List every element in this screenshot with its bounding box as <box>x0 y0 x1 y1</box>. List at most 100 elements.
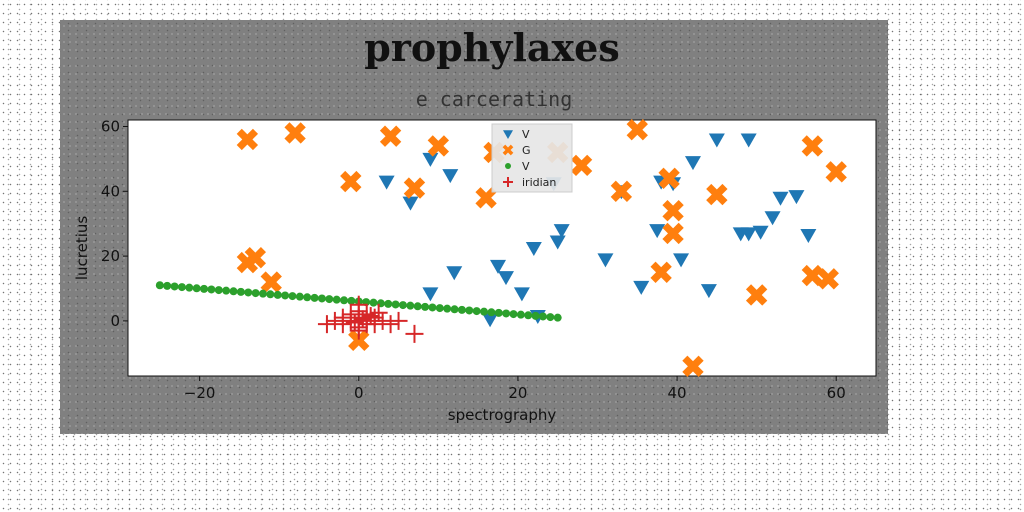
series-2-point <box>427 135 450 157</box>
series-1-point <box>700 284 717 299</box>
series-1-point <box>497 271 514 286</box>
series-3-point <box>369 298 378 307</box>
series-1-point <box>752 225 769 240</box>
series-3-point <box>325 295 334 304</box>
series-3-point <box>177 283 186 292</box>
series-4-point <box>389 311 408 330</box>
legend-label: V <box>522 160 530 173</box>
series-3-point <box>538 312 547 321</box>
series-3-point <box>185 283 194 292</box>
series-2-point <box>662 222 684 245</box>
series-4-point <box>349 295 368 314</box>
series-2-point <box>801 135 824 157</box>
series-1-point <box>549 235 566 250</box>
scatter-chart: prophylaxes e carcerating −20 0 20 40 60 0 20 4… <box>73 25 877 424</box>
legend-marker <box>503 130 513 139</box>
chart-title: prophylaxes <box>364 25 620 70</box>
series-4-point <box>341 305 360 324</box>
series-2-point <box>570 154 593 177</box>
series-3-point <box>502 309 511 318</box>
series-3-point <box>236 287 245 296</box>
series-3-point <box>421 302 430 311</box>
series-3-point <box>288 292 297 301</box>
series-2-point <box>284 122 306 144</box>
series-1-point <box>633 280 650 295</box>
axis-ticks: −20 0 20 40 60 0 20 40 60 <box>101 117 846 402</box>
legend-marker <box>503 177 513 187</box>
series-4-point <box>365 315 384 334</box>
series-3-point <box>229 287 238 296</box>
series-2-point <box>706 183 728 206</box>
series-3-point <box>244 288 253 297</box>
series-4-point <box>325 311 344 330</box>
series-2-point <box>825 161 847 183</box>
series-2-point <box>682 355 704 377</box>
series-2-point <box>662 200 684 222</box>
series-1-point <box>513 287 530 302</box>
series-3-point <box>524 311 533 320</box>
series-3-point <box>465 306 474 315</box>
series-1-point <box>446 266 463 281</box>
legend-label: G <box>522 144 531 157</box>
series-3-point <box>472 307 481 316</box>
legend-label: iridian <box>522 176 556 189</box>
series-3-point <box>163 281 172 290</box>
series-3-point <box>251 289 260 298</box>
series-3-point <box>192 284 201 293</box>
series-3-point <box>317 294 326 303</box>
series-3-point <box>494 308 503 317</box>
legend-label: V <box>522 128 530 141</box>
series-3-point <box>413 302 422 311</box>
y-tick-label: 0 <box>110 312 120 330</box>
series-1-point <box>402 196 419 211</box>
series-3-point <box>398 301 407 310</box>
series-2-point <box>475 187 497 209</box>
series-4-point <box>405 324 424 343</box>
series-1-point <box>482 313 499 328</box>
series-2-point <box>658 167 680 190</box>
series-3-point <box>406 301 415 310</box>
series-3-point <box>384 299 393 308</box>
series-4-point <box>333 308 352 327</box>
series-2-point <box>379 125 402 147</box>
series-3-point <box>266 290 275 299</box>
series-2-point <box>817 268 839 290</box>
series-3-point <box>303 293 312 302</box>
series-3-point <box>214 286 223 295</box>
series-1-point <box>525 242 542 256</box>
x-tick-label: 0 <box>354 384 364 402</box>
series-3-point <box>450 305 459 314</box>
series-3-point <box>281 291 290 300</box>
figure-panel: prophylaxes e carcerating −20 0 20 40 60 0 20 4… <box>60 20 888 434</box>
series-3-point <box>155 281 164 290</box>
series-1-point <box>740 227 757 242</box>
x-tick-label: 40 <box>668 384 687 402</box>
series-1-point <box>764 211 781 226</box>
series-4-point <box>373 311 392 330</box>
series-3-point <box>480 307 489 316</box>
series-3-point <box>273 290 282 299</box>
series-2-point <box>610 180 633 202</box>
series-1-point <box>422 287 439 302</box>
series-4-point <box>369 303 388 322</box>
chart-subtitle: e carcerating <box>416 87 573 111</box>
series-1-point <box>772 191 789 206</box>
series-2-point <box>403 177 426 199</box>
series-3-point <box>435 304 444 313</box>
series-3-point <box>340 296 349 305</box>
series-1-point <box>442 169 459 184</box>
series-3-point <box>546 313 555 322</box>
series-1-point <box>490 259 507 274</box>
series-4-point <box>361 307 380 326</box>
y-tick-label: 60 <box>101 117 120 135</box>
series-3-point <box>207 285 216 294</box>
series-2-point <box>340 170 362 193</box>
series-3-point <box>531 311 540 320</box>
series-3-point <box>509 310 518 319</box>
series-2-point <box>260 271 282 293</box>
x-axis-label: spectrography <box>448 406 557 424</box>
series-2-point <box>626 119 648 141</box>
x-tick-label: 20 <box>508 384 527 402</box>
series-3-point <box>200 284 209 293</box>
